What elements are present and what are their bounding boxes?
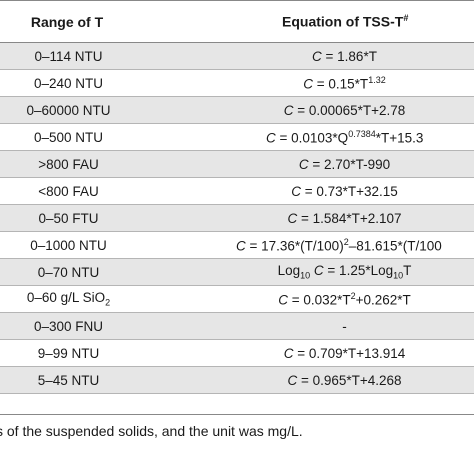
table-row: 9–99 NTU C = 0.709*T+13.914 <box>0 339 474 367</box>
range-cell: 0–500 NTU <box>0 123 210 151</box>
table-header: Range of T Equation of TSS-T# <box>0 0 474 43</box>
equation-cell: C = 0.0103*Q0.7384*T+15.3 <box>210 123 474 151</box>
range-cell: 0–1000 NTU <box>0 231 210 259</box>
range-cell: 5–45 NTU <box>0 366 210 394</box>
range-cell: >800 FAU <box>0 150 210 178</box>
equation-cell: C = 0.032*T2+0.262*T <box>210 285 474 313</box>
range-cell: 0–60000 NTU <box>0 96 210 124</box>
table-row: 5–45 NTU C = 0.965*T+4.268 <box>0 366 474 394</box>
table-body: 0–114 NTU C = 1.86*T 0–240 NTU C = 0.15*… <box>0 42 474 394</box>
range-cell: 0–50 FTU <box>0 204 210 232</box>
equation-cell: Log10 C = 1.25*Log10T <box>210 258 474 286</box>
range-cell: 0–70 NTU <box>0 258 210 286</box>
range-cell: 0–60 g/L SiO2 <box>0 285 210 313</box>
equation-cell: C = 0.709*T+13.914 <box>210 339 474 367</box>
table-row: 0–60000 NTU C = 0.00065*T+2.78 <box>0 96 474 124</box>
footnote-text: s of the suspended solids, and the unit … <box>0 423 303 439</box>
range-cell: 9–99 NTU <box>0 339 210 367</box>
header-equation-of-tss-t: Equation of TSS-T# <box>210 0 474 43</box>
table-footnote: s of the suspended solids, and the unit … <box>0 414 474 439</box>
tss-equation-table: Range of T Equation of TSS-T# 0–114 NTU … <box>0 0 474 394</box>
equation-cell: C = 0.965*T+4.268 <box>210 366 474 394</box>
table-row: 0–1000 NTU C = 17.36*(T/100)2–81.615*(T/… <box>0 231 474 259</box>
table-row: 0–500 NTU C = 0.0103*Q0.7384*T+15.3 <box>0 123 474 151</box>
equation-cell: C = 0.00065*T+2.78 <box>210 96 474 124</box>
range-cell: <800 FAU <box>0 177 210 205</box>
table-row: 0–114 NTU C = 1.86*T <box>0 42 474 70</box>
tss-equation-table-container: Range of T Equation of TSS-T# 0–114 NTU … <box>0 0 474 394</box>
header-row: Range of T Equation of TSS-T# <box>0 0 474 43</box>
table-row: 0–50 FTU C = 1.584*T+2.107 <box>0 204 474 232</box>
table-row: 0–300 FNU - <box>0 312 474 340</box>
equation-cell: C = 17.36*(T/100)2–81.615*(T/100 <box>210 231 474 259</box>
table-row: 0–70 NTU Log10 C = 1.25*Log10T <box>0 258 474 286</box>
table-row: >800 FAU C = 2.70*T-990 <box>0 150 474 178</box>
equation-cell: C = 1.86*T <box>210 42 474 70</box>
table-row: 0–60 g/L SiO2 C = 0.032*T2+0.262*T <box>0 285 474 313</box>
range-cell: 0–300 FNU <box>0 312 210 340</box>
table-row: <800 FAU C = 0.73*T+32.15 <box>0 177 474 205</box>
equation-cell: - <box>210 312 474 340</box>
range-cell: 0–114 NTU <box>0 42 210 70</box>
equation-cell: C = 0.73*T+32.15 <box>210 177 474 205</box>
equation-cell: C = 0.15*T1.32 <box>210 69 474 97</box>
table-row: 0–240 NTU C = 0.15*T1.32 <box>0 69 474 97</box>
range-cell: 0–240 NTU <box>0 69 210 97</box>
header-range-of-t: Range of T <box>0 0 210 43</box>
equation-cell: C = 2.70*T-990 <box>210 150 474 178</box>
equation-cell: C = 1.584*T+2.107 <box>210 204 474 232</box>
